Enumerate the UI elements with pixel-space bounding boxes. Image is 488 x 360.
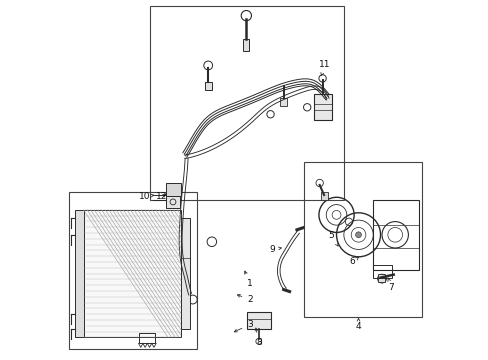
- Text: 6: 6: [349, 257, 358, 266]
- Circle shape: [355, 232, 361, 238]
- Bar: [313, 94, 331, 120]
- Bar: [138, 333, 154, 343]
- Text: 10: 10: [139, 193, 153, 202]
- Bar: [83, 210, 181, 337]
- Bar: [372, 265, 391, 278]
- Text: 5: 5: [327, 231, 338, 246]
- Bar: [246, 312, 270, 329]
- Bar: [69, 192, 197, 349]
- Text: 3: 3: [234, 320, 252, 332]
- Text: 11: 11: [318, 60, 330, 76]
- Bar: [149, 6, 343, 200]
- Text: 2: 2: [237, 294, 252, 304]
- Bar: [378, 274, 384, 282]
- Text: 7: 7: [387, 278, 394, 292]
- Bar: [181, 218, 189, 329]
- Bar: [166, 196, 180, 208]
- Bar: [372, 200, 418, 270]
- Text: 4: 4: [355, 318, 361, 331]
- Text: 12: 12: [156, 193, 167, 202]
- Bar: [243, 39, 249, 50]
- Text: 8: 8: [255, 328, 261, 347]
- Bar: [165, 183, 181, 196]
- Bar: [204, 82, 211, 90]
- Text: 9: 9: [268, 245, 281, 254]
- Text: 1: 1: [244, 271, 252, 288]
- Bar: [280, 98, 287, 106]
- Bar: [75, 210, 83, 337]
- Bar: [321, 192, 327, 200]
- Bar: [303, 162, 422, 318]
